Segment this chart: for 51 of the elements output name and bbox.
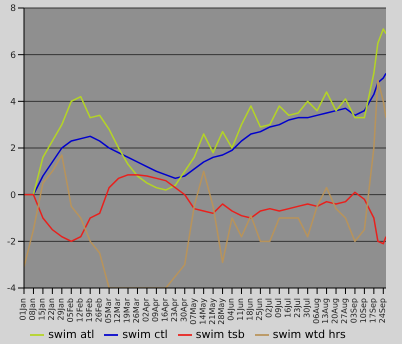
x-tick-label: 25Jun [255,298,264,321]
x-tick-label: 16Apr [160,297,170,322]
x-tick-label: 18Jun [246,298,255,321]
y-tick-label: 6 [10,50,16,61]
x-tick-label: 02Jul [264,298,274,318]
x-tick-label: 11Jun [236,298,246,321]
x-tick-label: 08Jan [28,298,38,321]
x-tick-label: 30Jul [302,298,312,318]
x-tick-label: 05Mar [104,297,113,324]
x-tick-label: 26Feb [94,298,104,322]
x-tick-label: 09Jul [274,298,283,318]
x-tick-label: 28May [217,298,226,325]
x-tick-label: 03Sep [350,298,359,324]
x-tick-label: 19Mar [122,297,132,324]
x-tick-label: 12Feb [75,298,84,322]
x-tick-label: 15Jan [38,298,47,321]
y-tick-label: 0 [10,190,16,201]
x-tick-label: 02Apr [142,297,151,322]
x-tick-label: 17Sep [368,298,378,324]
x-tick-label: 20Aug [330,298,340,324]
x-tick-label: 01Jan [18,298,28,321]
y-tick-label: -4 [7,284,16,294]
legend-label: swim ctl [122,328,168,342]
line-series [24,174,386,244]
x-tick-label: 24Sep [378,298,387,324]
x-tick-label: 10Sep [359,298,368,324]
x-tick-label: 06Aug [312,298,321,324]
legend-label: swim atl [48,328,94,342]
x-tick-label: 04Jun [226,298,236,321]
x-tick-label: 30Apr [179,297,188,322]
x-tick-label: 13Aug [321,298,330,324]
x-tick-label: 07May [188,298,198,325]
x-tick-label: 23Jul [292,298,302,318]
y-tick-label: 2 [10,144,16,154]
legend-label: swim tsb [196,328,245,342]
y-tick-label: 4 [10,98,16,108]
x-tick-label: 05Feb [66,298,75,322]
x-tick-label: 12Mar [113,297,122,324]
x-tick-label: 09Apr [151,297,160,322]
y-tick-label: 8 [10,4,16,14]
x-tick-label: 16Jul [283,298,292,318]
x-tick-label: 22Jan [47,298,56,321]
x-tick-label: 23Apr [170,297,179,322]
x-tick-label: 19Feb [84,298,94,322]
y-tick-label: -2 [7,238,16,248]
x-tick-label: 29Jan [56,298,66,321]
legend-label: swim wtd hrs [272,328,346,342]
x-tick-label: 27Aug [340,298,350,324]
x-tick-label: 21May [208,298,217,325]
x-tick-label: 14May [198,298,208,325]
x-tick-label: 26Mar [132,297,142,324]
